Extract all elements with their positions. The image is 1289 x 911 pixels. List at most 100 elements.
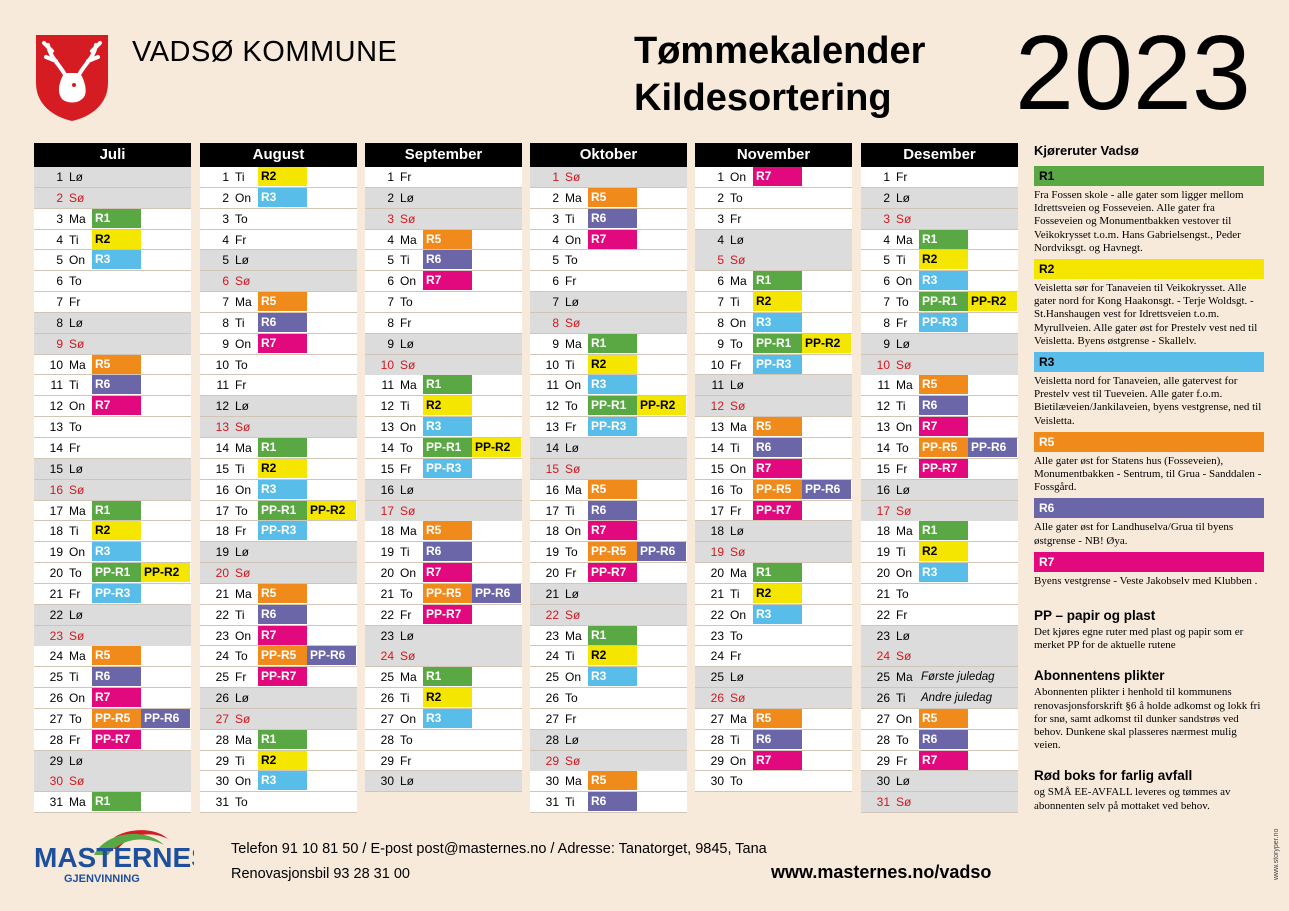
weekend-shade bbox=[365, 354, 522, 375]
weekday: To bbox=[565, 545, 578, 560]
weekday: Lø bbox=[896, 774, 911, 789]
day-row: 13 Fr PP-R3 bbox=[530, 417, 687, 438]
day-number: 30 bbox=[545, 774, 559, 789]
day-row: 5 To bbox=[530, 250, 687, 272]
route-tags: R1 bbox=[92, 500, 141, 521]
weekday: Ma bbox=[730, 711, 747, 726]
route-tag: R3 bbox=[753, 604, 802, 624]
weekday: Ma bbox=[400, 670, 417, 685]
day-number: 3 bbox=[883, 211, 890, 226]
weekday: On bbox=[730, 170, 747, 184]
day-row: 18 Fr PP-R3 bbox=[200, 521, 357, 543]
weekday: To bbox=[235, 795, 248, 810]
day-number: 26 bbox=[49, 691, 63, 706]
day-row: 23 To bbox=[695, 625, 852, 647]
day-row: 31 To bbox=[200, 792, 357, 814]
day-row: 11 Ma R1 bbox=[365, 375, 522, 397]
weekend-shade bbox=[695, 542, 852, 563]
route-tags: R3 bbox=[92, 250, 141, 270]
route-tags: PP-R1 PP-R2 bbox=[423, 437, 521, 458]
contact-line-1: Telefon 91 10 81 50 / E-post post@master… bbox=[231, 841, 767, 857]
route-tags: PP-R5 PP-R6 bbox=[258, 646, 356, 666]
day-row: 26 To bbox=[530, 688, 687, 709]
weekday: Sø bbox=[235, 711, 251, 726]
month-september: September 1 Fr 2 Lø 3 Sø 4 Ma R5 5 Ti R6 6 On R7 7 To 8 Fr 9… bbox=[365, 143, 522, 793]
day-number: 9 bbox=[552, 336, 559, 351]
day-row: 22 Fr bbox=[861, 604, 1018, 626]
masternes-logo: MASTERNES GJENVINNING bbox=[34, 830, 194, 885]
day-number: 2 bbox=[222, 190, 229, 205]
day-row: 4 Ti R2 bbox=[34, 229, 191, 251]
route-tag: R5 bbox=[258, 292, 307, 312]
weekday: On bbox=[400, 274, 417, 289]
day-number: 12 bbox=[380, 399, 394, 414]
day-number: 7 bbox=[222, 295, 229, 310]
weekday: On bbox=[896, 566, 913, 581]
weekend-shade bbox=[695, 250, 852, 271]
weekend-shade bbox=[861, 479, 1018, 500]
weekend-shade bbox=[530, 604, 687, 625]
day-row: 27 Sø bbox=[200, 708, 357, 730]
route-tags: R3 bbox=[753, 312, 802, 333]
day-number: 18 bbox=[49, 524, 63, 539]
day-number: 6 bbox=[717, 274, 724, 289]
day-number: 30 bbox=[380, 774, 394, 789]
route-tags: PP-R7 bbox=[423, 604, 472, 625]
day-number: 13 bbox=[380, 420, 394, 435]
route-tags: R2 bbox=[258, 167, 307, 187]
website-link[interactable]: www.masternes.no/vadso bbox=[771, 862, 992, 882]
day-number: 31 bbox=[545, 795, 559, 810]
day-row: 18 Ma R5 bbox=[365, 521, 522, 543]
day-row: 16 To PP-R5 PP-R6 bbox=[695, 479, 852, 501]
weekday: Sø bbox=[565, 753, 581, 768]
day-number: 15 bbox=[545, 461, 559, 476]
route-tags: R5 bbox=[92, 354, 141, 375]
weekday: Ti bbox=[69, 378, 79, 393]
day-row: 15 Ti R2 bbox=[200, 458, 357, 480]
route-tag: R2 bbox=[753, 583, 802, 603]
org-name: VADSØ KOMMUNE bbox=[132, 36, 398, 68]
day-row: 6 On R7 bbox=[365, 271, 522, 293]
day-row: 5 Ti R2 bbox=[861, 250, 1018, 272]
route-tags: R2 bbox=[588, 646, 637, 666]
day-number: 13 bbox=[215, 420, 229, 435]
weekday: Sø bbox=[69, 190, 85, 205]
weekday: On bbox=[235, 774, 252, 789]
day-number: 4 bbox=[387, 232, 394, 247]
day-number: 14 bbox=[876, 440, 890, 455]
day-number: 8 bbox=[222, 315, 229, 330]
route-tag: R1 bbox=[753, 271, 802, 291]
route-tag: R3 bbox=[919, 271, 968, 291]
day-row: 9 Ma R1 bbox=[530, 333, 687, 355]
route-tags: PP-R1 PP-R2 bbox=[588, 396, 686, 416]
day-number: 6 bbox=[222, 274, 229, 289]
day-number: 1 bbox=[56, 170, 63, 184]
weekday: Sø bbox=[896, 211, 912, 226]
weekday: Lø bbox=[69, 753, 84, 768]
route-tag: R7 bbox=[753, 458, 802, 478]
weekday: Sø bbox=[235, 566, 251, 581]
route-tags: R3 bbox=[588, 667, 637, 687]
weekday: On bbox=[730, 607, 747, 622]
weekday: On bbox=[730, 753, 747, 768]
weekday: Fr bbox=[69, 586, 81, 601]
route-tags: R1 bbox=[753, 563, 802, 583]
weekday: To bbox=[400, 440, 413, 455]
route-tags: PP-R1 PP-R2 bbox=[753, 333, 851, 354]
weekday: Fr bbox=[235, 670, 247, 685]
day-row: 21 Ti R2 bbox=[695, 583, 852, 605]
route-tag: R3 bbox=[258, 187, 307, 207]
weekday: Fr bbox=[400, 461, 412, 476]
day-number: 11 bbox=[711, 378, 724, 393]
weekday: Ma bbox=[400, 524, 417, 539]
day-row: 14 To PP-R1 PP-R2 bbox=[365, 437, 522, 459]
day-row: 24 Sø bbox=[861, 646, 1018, 668]
route-tags: R1 bbox=[423, 667, 472, 687]
weekday: Lø bbox=[69, 461, 84, 476]
route-tag: R5 bbox=[258, 583, 307, 603]
day-row: 23 On R7 bbox=[200, 625, 357, 647]
route-tags: R2 bbox=[423, 688, 472, 708]
route-tag: PP-R6 bbox=[968, 437, 1017, 457]
weekday: Ma bbox=[565, 628, 582, 643]
title-line-2: Kildesortering bbox=[634, 77, 892, 119]
